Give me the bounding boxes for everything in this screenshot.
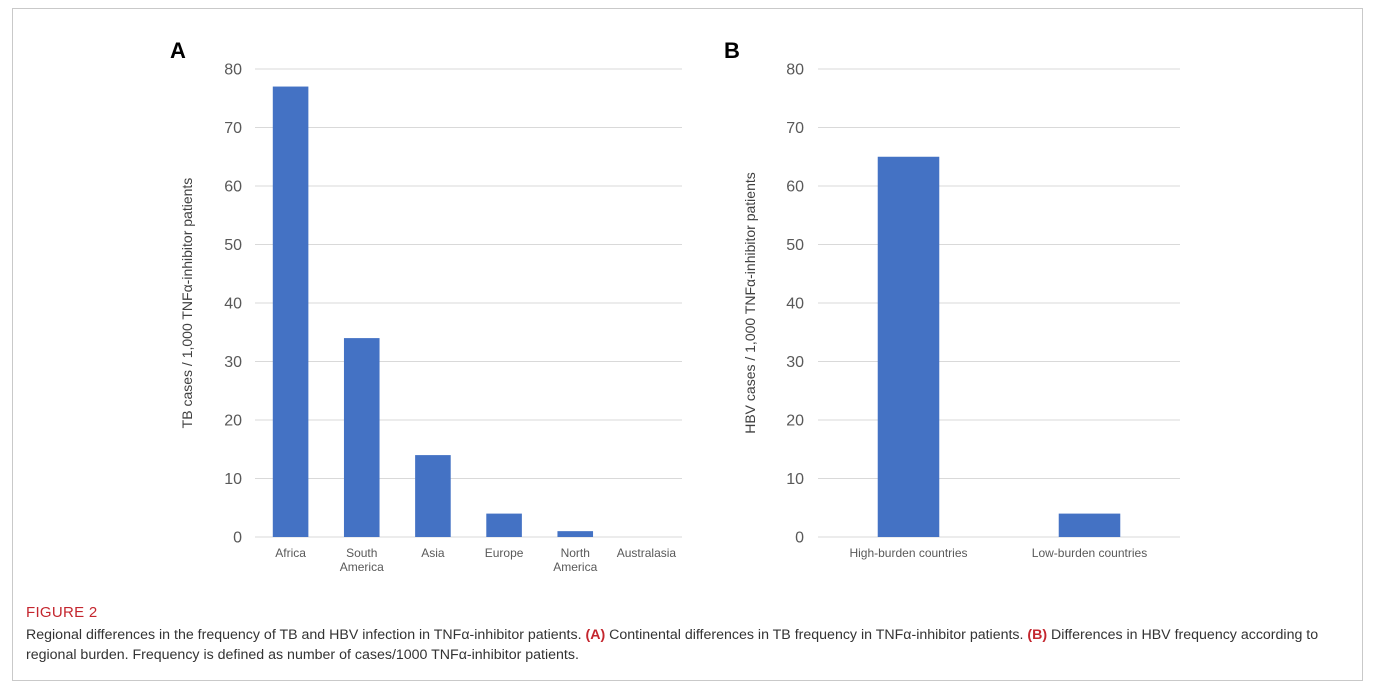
caption-segment: Regional differences in the frequency of… (26, 627, 586, 643)
x-tick-label: Africa (275, 546, 306, 560)
y-tick-label: 20 (786, 413, 804, 430)
bar-a-2 (415, 455, 451, 537)
figure-caption-block: FIGURE 2 Regional differences in the fre… (26, 604, 1346, 665)
y-tick-label: 60 (224, 179, 242, 196)
x-tick-label: Europe (485, 546, 524, 560)
panel-letter-a: A (170, 38, 186, 63)
y-tick-label: 0 (233, 530, 242, 547)
caption-panel-ref: (A) (585, 627, 606, 643)
x-tick-label: North America (553, 546, 597, 574)
y-tick-label: 70 (786, 120, 804, 137)
bar-a-0 (272, 86, 309, 538)
figure-frame (12, 8, 1363, 681)
y-tick-label: 70 (224, 120, 242, 137)
caption-panel-ref: (B) (1027, 627, 1048, 643)
y-tick-label: 80 (786, 62, 804, 79)
y-tick-label: 60 (786, 179, 804, 196)
y-tick-label: 80 (224, 62, 242, 79)
bar-a-4 (557, 531, 594, 537)
caption-segment: Continental differences in TB frequency … (605, 627, 1028, 643)
x-tick-label: Australasia (617, 546, 677, 560)
caption-segment: Differences in HBV frequency according t… (26, 627, 1319, 663)
y-tick-label: 30 (224, 354, 242, 371)
y-axis-label: TB cases / 1,000 TNFα-inhibitor patients (179, 178, 195, 429)
y-axis-label: HBV cases / 1,000 TNFα-inhibitor patient… (742, 172, 758, 434)
panel-letter-b: B (724, 38, 740, 63)
x-tick-label: High-burden countries (849, 546, 967, 560)
y-tick-label: 30 (786, 354, 804, 371)
y-tick-label: 40 (224, 296, 242, 313)
y-tick-label: 0 (795, 530, 804, 547)
y-tick-label: 10 (786, 471, 804, 488)
bar-a-1 (343, 338, 380, 537)
figure-charts: A 0 10 20 30 40 50 60 70 80 Africa South America Asia… (170, 38, 1180, 574)
y-tick-label: 50 (786, 237, 804, 254)
bar-b-1 (1058, 513, 1121, 537)
y-tick-label: 40 (786, 296, 804, 313)
bar-b-0 (877, 156, 940, 537)
y-tick-label: 20 (224, 413, 242, 430)
x-tick-label: Low-burden countries (1032, 546, 1147, 560)
figure-caption: Regional differences in the frequency of… (26, 625, 1346, 665)
bar-a-3 (486, 513, 522, 537)
y-tick-label: 50 (224, 237, 242, 254)
y-tick-label: 10 (224, 471, 242, 488)
x-tick-label: Asia (421, 546, 445, 560)
figure-label: FIGURE 2 (26, 604, 98, 621)
x-tick-label: South America (340, 546, 384, 574)
